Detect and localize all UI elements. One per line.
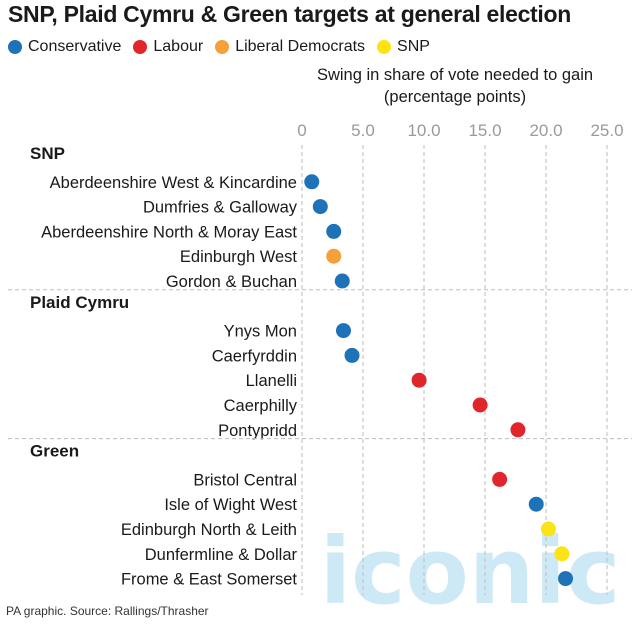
x-tick-label: 15.0 — [468, 121, 501, 140]
x-tick-label: 25.0 — [590, 121, 623, 140]
x-axis-label-line: (percentage points) — [384, 88, 526, 106]
x-tick-label: 20.0 — [529, 121, 562, 140]
seat-label-dunfermline-and-dollar: Dunfermline & Dollar — [145, 546, 298, 564]
legend-item-liberal-democrats: Liberal Democrats — [215, 38, 365, 56]
seat-point-llanelli — [411, 372, 427, 388]
seat-point-caerfyrddin — [344, 347, 360, 363]
seat-point-dumfries-and-galloway — [312, 199, 328, 215]
x-tick-label: 0 — [297, 121, 306, 140]
x-tick-label: 5.0 — [351, 121, 375, 140]
watermark: iconic — [320, 518, 621, 625]
seat-label-frome-and-east-somerset: Frome & East Somerset — [121, 571, 297, 589]
seat-label-edinburgh-north-and-leith: Edinburgh North & Leith — [121, 521, 297, 539]
seat-point-aberdeenshire-north-and-moray-east — [326, 223, 342, 239]
legend-swatch-liberal-democrats — [215, 40, 230, 54]
legend-swatch-labour — [133, 40, 148, 54]
legend-swatch-snp — [377, 40, 392, 54]
seat-label-caerphilly: Caerphilly — [224, 397, 298, 415]
seat-label-aberdeenshire-west-and-kincardine: Aberdeenshire West & Kincardine — [50, 174, 297, 192]
x-tick-label: 10.0 — [407, 121, 440, 140]
seat-point-pontypridd — [510, 422, 526, 438]
seat-point-aberdeenshire-west-and-kincardine — [304, 174, 320, 190]
legend-swatch-conservative — [8, 40, 22, 54]
seat-label-bristol-central: Bristol Central — [193, 471, 297, 489]
seat-point-gordon-and-buchan — [334, 273, 350, 289]
x-axis-label-line: Swing in share of vote needed to gain — [317, 66, 593, 84]
source-note: PA graphic. Source: Rallings/Thrasher — [6, 604, 209, 618]
seat-label-ynys-mon: Ynys Mon — [224, 323, 297, 341]
seat-point-dunfermline-and-dollar — [554, 546, 570, 562]
seat-point-frome-and-east-somerset — [558, 571, 574, 587]
seat-label-edinburgh-west: Edinburgh West — [180, 248, 298, 266]
group-title-green: Green — [30, 442, 79, 461]
seat-point-edinburgh-north-and-leith — [540, 521, 556, 537]
group-title-snp: SNP — [30, 144, 65, 163]
seat-point-isle-of-wight-west — [528, 496, 544, 512]
legend-item-labour: Labour — [133, 38, 203, 56]
seat-point-caerphilly — [472, 397, 488, 413]
legend-item-snp: SNP — [377, 38, 430, 56]
seat-label-aberdeenshire-north-and-moray-east: Aberdeenshire North & Moray East — [41, 223, 297, 241]
legend: Conservative Labour Liberal Democrats SN… — [8, 36, 442, 58]
seat-point-edinburgh-west — [326, 248, 342, 264]
chart-title: SNP, Plaid Cymru & Green targets at gene… — [8, 1, 572, 27]
seat-label-caerfyrddin: Caerfyrddin — [212, 347, 297, 365]
seat-label-gordon-and-buchan: Gordon & Buchan — [166, 273, 297, 291]
seat-label-pontypridd: Pontypridd — [218, 422, 297, 440]
legend-label-labour: Labour — [153, 38, 204, 55]
legend-label-snp: SNP — [397, 38, 430, 55]
seat-label-isle-of-wight-west: Isle of Wight West — [164, 496, 297, 514]
seat-label-dumfries-and-galloway: Dumfries & Galloway — [143, 199, 298, 217]
group-title-plaid-cymru: Plaid Cymru — [30, 293, 129, 312]
seat-label-llanelli: Llanelli — [246, 372, 297, 390]
legend-label-conservative: Conservative — [28, 38, 122, 55]
legend-item-conservative: Conservative — [8, 38, 121, 56]
seat-point-bristol-central — [492, 471, 508, 487]
legend-label-liberal-democrats: Liberal Democrats — [235, 38, 366, 55]
seat-point-ynys-mon — [335, 323, 351, 339]
